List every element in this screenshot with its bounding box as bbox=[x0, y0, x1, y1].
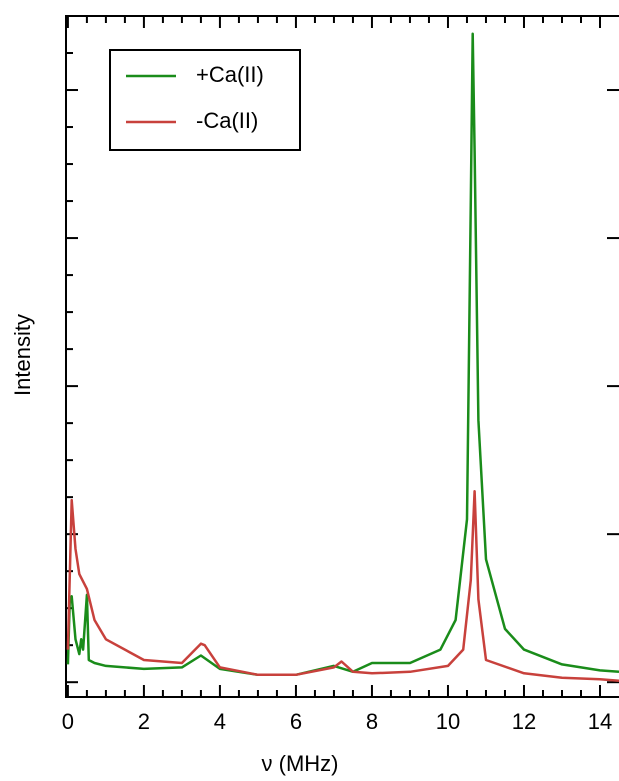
x-tick-label: 10 bbox=[436, 709, 460, 734]
plot-frame bbox=[65, 15, 619, 698]
x-tick-label: 14 bbox=[588, 709, 612, 734]
legend-label: -Ca(II) bbox=[196, 108, 258, 133]
x-tick-label: 2 bbox=[138, 709, 150, 734]
x-tick-label: 4 bbox=[214, 709, 226, 734]
x-tick-label: 8 bbox=[366, 709, 378, 734]
x-axis-label: ν (MHz) bbox=[262, 751, 339, 776]
legend-box bbox=[109, 49, 301, 151]
data-line bbox=[66, 489, 619, 682]
x-tick-label: 6 bbox=[290, 709, 302, 734]
x-tick-label: 0 bbox=[62, 709, 74, 734]
y-axis-label: Intensity bbox=[10, 314, 35, 396]
x-tick-label: 12 bbox=[512, 709, 536, 734]
legend-label: +Ca(II) bbox=[196, 62, 264, 87]
